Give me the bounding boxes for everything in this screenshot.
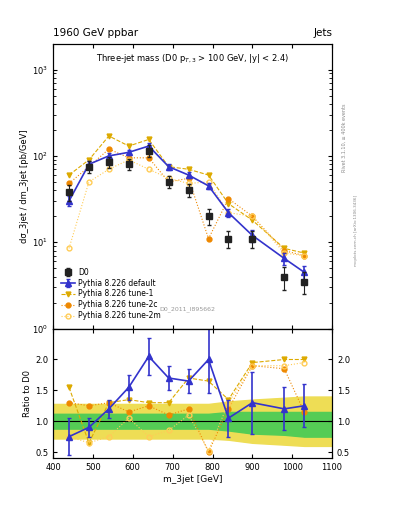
Pythia 8.226 tune-2c [250, 213, 255, 219]
Pythia 8.226 tune-1 [302, 250, 307, 256]
Pythia 8.226 tune-1 [146, 136, 151, 142]
Pythia 8.226 tune-2c [282, 248, 286, 254]
Line: Pythia 8.226 tune-2c: Pythia 8.226 tune-2c [66, 146, 307, 258]
Pythia 8.226 tune-1 [250, 217, 255, 223]
Text: Three-jet mass (D0 p$_{T,3}$ > 100 GeV, |y| < 2.4): Three-jet mass (D0 p$_{T,3}$ > 100 GeV, … [96, 52, 289, 65]
Pythia 8.226 tune-2m [166, 175, 171, 181]
Legend: D0, Pythia 8.226 default, Pythia 8.226 tune-1, Pythia 8.226 tune-2c, Pythia 8.22: D0, Pythia 8.226 default, Pythia 8.226 t… [59, 265, 163, 323]
Pythia 8.226 tune-1 [86, 157, 91, 163]
Pythia 8.226 tune-2c [67, 180, 72, 186]
Pythia 8.226 tune-2m [302, 252, 307, 259]
Pythia 8.226 tune-2c [86, 164, 91, 170]
Pythia 8.226 tune-2m [127, 157, 131, 163]
Pythia 8.226 tune-2m [206, 179, 211, 185]
Pythia 8.226 tune-2m [86, 179, 91, 185]
Text: Jets: Jets [313, 28, 332, 38]
Pythia 8.226 tune-1 [226, 201, 231, 207]
Pythia 8.226 tune-2m [282, 250, 286, 256]
Text: 1960 GeV ppbar: 1960 GeV ppbar [53, 28, 138, 38]
Pythia 8.226 tune-2m [250, 213, 255, 219]
Pythia 8.226 tune-1 [107, 133, 111, 139]
Pythia 8.226 tune-2c [226, 196, 231, 202]
Y-axis label: dσ_3jet / dm_3jet [pb/GeV]: dσ_3jet / dm_3jet [pb/GeV] [20, 129, 29, 243]
Text: mcplots.cern.ch [arXiv:1306.3436]: mcplots.cern.ch [arXiv:1306.3436] [354, 195, 358, 266]
Pythia 8.226 tune-2c [302, 252, 307, 259]
Line: Pythia 8.226 tune-2m: Pythia 8.226 tune-2m [66, 157, 307, 258]
Line: Pythia 8.226 tune-1: Pythia 8.226 tune-1 [66, 134, 307, 255]
Pythia 8.226 tune-2m [186, 180, 191, 186]
Pythia 8.226 tune-2m [226, 209, 231, 216]
Pythia 8.226 tune-1 [166, 164, 171, 170]
Pythia 8.226 tune-1 [67, 172, 72, 178]
Pythia 8.226 tune-2m [146, 166, 151, 173]
X-axis label: m_3jet [GeV]: m_3jet [GeV] [163, 475, 222, 484]
Pythia 8.226 tune-2m [67, 245, 72, 251]
Pythia 8.226 tune-2m [107, 166, 111, 173]
Pythia 8.226 tune-1 [127, 143, 131, 149]
Pythia 8.226 tune-1 [206, 172, 211, 178]
Pythia 8.226 tune-2c [107, 146, 111, 152]
Pythia 8.226 tune-2c [186, 175, 191, 181]
Pythia 8.226 tune-1 [186, 166, 191, 173]
Text: Rivet 3.1.10, ≥ 400k events: Rivet 3.1.10, ≥ 400k events [342, 104, 347, 173]
Pythia 8.226 tune-2c [166, 179, 171, 185]
Pythia 8.226 tune-1 [282, 245, 286, 251]
Pythia 8.226 tune-2c [146, 155, 151, 161]
Pythia 8.226 tune-2c [206, 236, 211, 242]
Pythia 8.226 tune-2c [127, 155, 131, 161]
Text: D0_2011_I895662: D0_2011_I895662 [159, 306, 215, 311]
Y-axis label: Ratio to D0: Ratio to D0 [23, 370, 32, 417]
